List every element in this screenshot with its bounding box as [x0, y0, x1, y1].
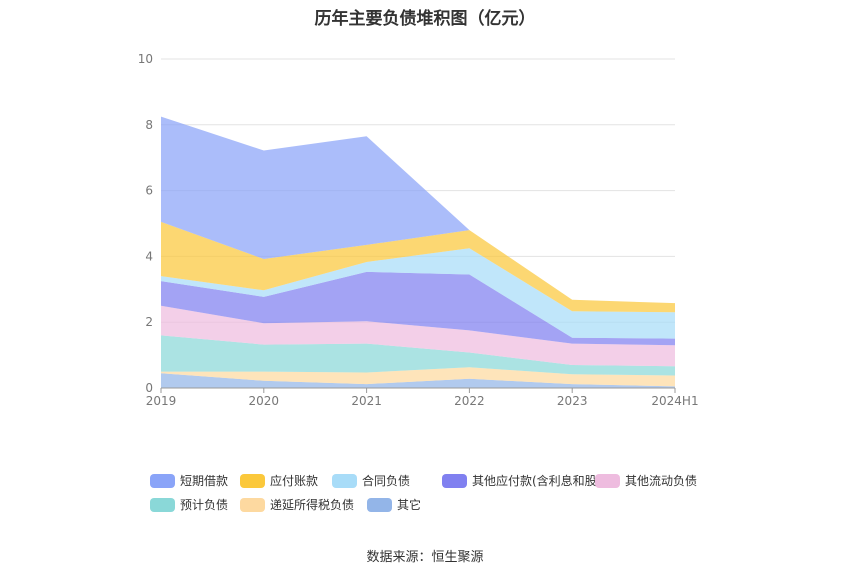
stacked-area-chart: 0 2 4 6 8 10 2019 2020 2021 2022 2023 2024H1 [138, 52, 699, 408]
legend-label: 其他流动负债 [625, 474, 698, 488]
y-tick-label: 6 [145, 184, 153, 198]
x-tick-label: 2024H1 [651, 394, 698, 408]
legend-label: 应付账款 [270, 474, 319, 488]
legend-swatch [150, 497, 175, 512]
y-tick-label: 0 [145, 381, 153, 395]
x-tick-label: 2022 [454, 394, 485, 408]
area-series-4 [161, 271, 675, 346]
legend-item[interactable]: 其他流动负债 [595, 472, 697, 489]
legend-swatch [367, 497, 392, 512]
chart-title: 历年主要负债堆积图（亿元） [314, 9, 536, 29]
x-tick-label: 2019 [146, 394, 177, 408]
area-series-2 [161, 335, 675, 376]
legend-swatch [595, 473, 620, 488]
area-series-6 [161, 221, 675, 313]
y-tick-label: 10 [138, 52, 153, 66]
data-source: 数据来源：恒生聚源 [366, 550, 484, 565]
legend-item[interactable]: 其它 [367, 496, 421, 513]
axes: 0 2 4 6 8 10 2019 2020 2021 2022 2023 2024H1 [138, 52, 699, 408]
area-series-0 [161, 373, 675, 388]
legend-item[interactable]: 其他应付款(含利息和股利) [442, 472, 613, 489]
y-tick-label: 4 [145, 249, 153, 263]
area-series-1 [161, 367, 675, 387]
legend-item[interactable]: 应付账款 [240, 472, 318, 489]
legend-item[interactable]: 预计负债 [150, 496, 228, 513]
area-series-7 [161, 116, 675, 304]
legend-swatch [442, 473, 467, 488]
area-series-3 [161, 305, 675, 367]
legend-label: 其它 [397, 498, 422, 512]
y-tick-label: 8 [145, 118, 153, 132]
legend-item[interactable]: 合同负债 [332, 472, 410, 489]
legend-swatch [150, 473, 175, 488]
area-series-5 [161, 248, 675, 339]
legend-label: 递延所得税负债 [270, 498, 355, 512]
legend-item[interactable]: 短期借款 [150, 472, 228, 489]
legend-item[interactable]: 递延所得税负债 [240, 496, 354, 513]
legend-swatch [240, 497, 265, 512]
legend-swatch [240, 473, 265, 488]
legend-label: 其他应付款(含利息和股利) [472, 474, 614, 488]
area-series [161, 116, 675, 388]
x-tick-label: 2021 [351, 394, 382, 408]
x-tick-label: 2020 [249, 394, 280, 408]
legend-label: 合同负债 [362, 474, 411, 488]
legend-label: 短期借款 [180, 474, 229, 488]
legend-swatch [332, 473, 357, 488]
x-tick-label: 2023 [557, 394, 588, 408]
y-tick-label: 2 [145, 315, 153, 329]
legend-label: 预计负债 [180, 498, 229, 512]
